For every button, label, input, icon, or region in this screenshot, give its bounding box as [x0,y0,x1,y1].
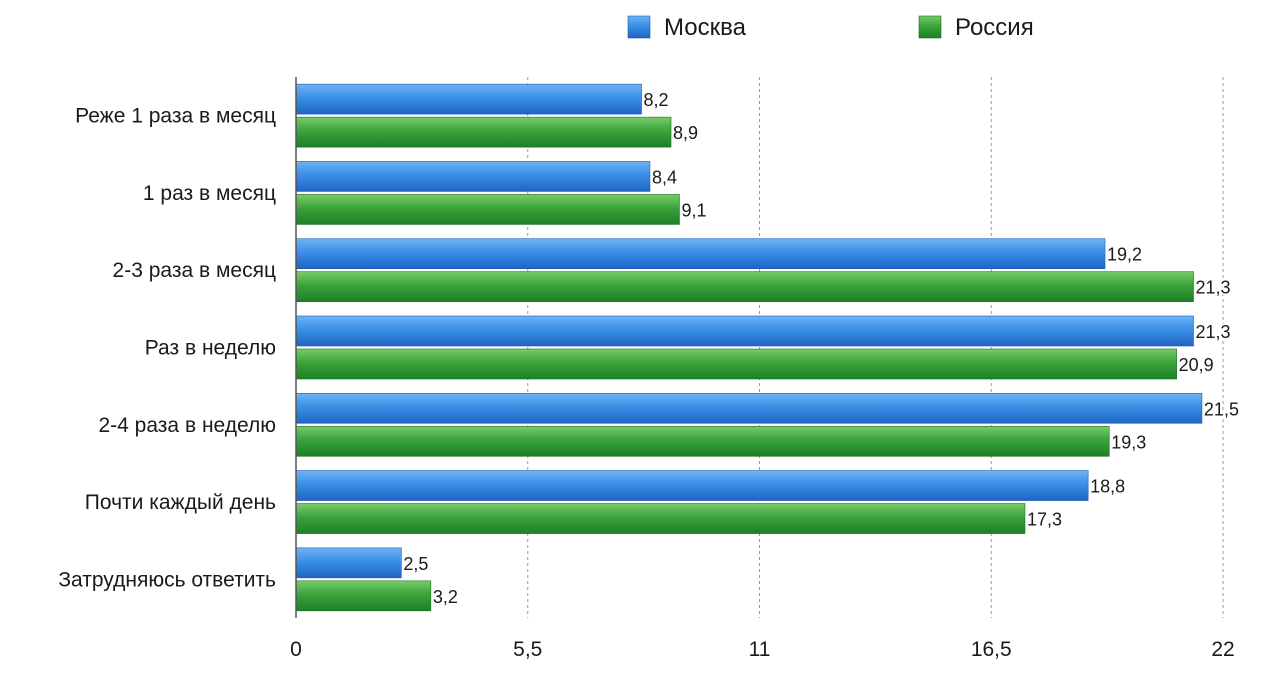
data-label: 19,3 [1111,432,1146,452]
bar-russia [295,194,680,225]
x-tick-label: 16,5 [971,638,1012,661]
bar-moscow [295,315,1194,347]
bar-russia [295,348,1177,380]
data-label: 18,8 [1090,477,1125,497]
legend: Москва Россия [627,14,1034,41]
data-label: 19,2 [1107,245,1142,265]
x-tick-label: 22 [1211,638,1234,661]
data-label: 2,5 [403,554,428,574]
bar-moscow [295,392,1203,424]
bar-russia [295,425,1110,457]
category-label: 1 раз в месяц [143,182,276,205]
category-label: Затрудняюсь ответить [58,568,276,591]
bar-moscow [295,83,642,115]
data-label: 9,1 [681,200,706,220]
bar-russia [295,503,1026,534]
data-label: 8,4 [652,167,677,187]
category-label: Реже 1 раза в месяц [75,105,276,128]
legend-label: Москва [664,14,747,41]
data-label: 17,3 [1027,510,1062,530]
data-label: 3,2 [433,587,458,607]
data-label: 8,2 [644,90,669,110]
legend-swatch-russia [918,15,942,39]
bar-moscow [295,547,402,579]
bar-russia [295,271,1194,303]
category-label: Раз в неделю [145,337,276,360]
bar-moscow [295,470,1089,501]
bar-russia [295,580,432,612]
category-label: 2-3 раза в месяц [113,259,276,282]
bar-moscow [295,161,651,192]
legend-swatch-moscow [627,15,651,39]
data-label: 21,3 [1196,278,1231,298]
bar-moscow [295,238,1106,270]
x-tick-label: 11 [749,638,771,661]
data-label: 20,9 [1179,355,1214,375]
axes: 0 5,5 11 16,5 22 Реже 1 раза в месяц 1 раз в м… [58,77,1235,661]
data-label: 8,9 [673,123,698,143]
data-label: 21,3 [1196,322,1231,342]
bar-russia [295,116,672,148]
grid [527,77,1224,618]
legend-label: Россия [955,14,1034,41]
x-tick-label: 0 [290,638,302,661]
category-label: Почти каждый день [85,491,276,514]
data-label: 21,5 [1204,399,1239,419]
x-tick-label: 5,5 [513,638,542,661]
category-label: 2-4 раза в неделю [99,414,277,437]
bars: 8,28,9 8,49,1 19,2 21,3 21,3 20,9 21,5 19,3 18,8… [295,83,1240,612]
